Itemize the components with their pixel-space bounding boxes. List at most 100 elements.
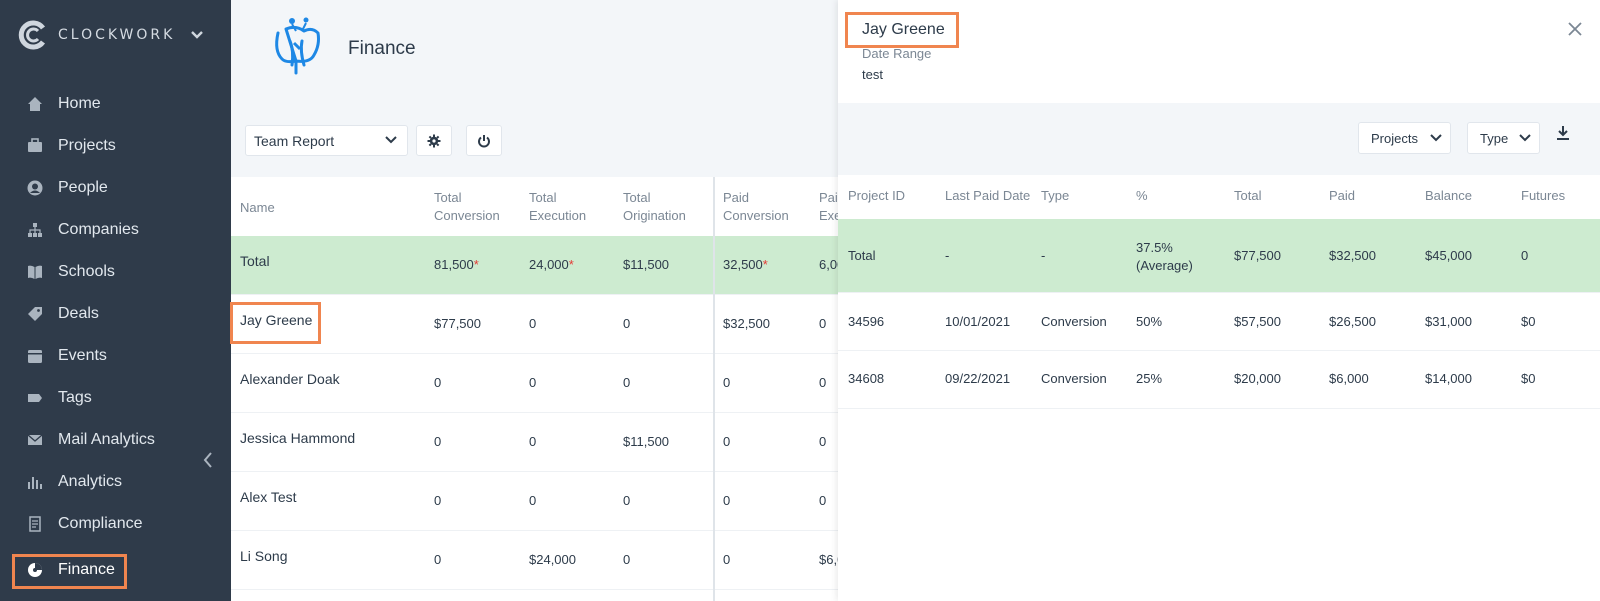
- sidebar-item-label: Companies: [58, 221, 139, 238]
- chevron-down-icon[interactable]: [190, 30, 204, 40]
- cell-total-conversion: 0: [434, 434, 442, 449]
- required-asterisk: *: [568, 257, 574, 272]
- column-header-name[interactable]: Name: [240, 200, 275, 215]
- sidebar-item-finance[interactable]: Finance: [26, 561, 115, 579]
- cell-total-origination: 0: [623, 316, 631, 331]
- column-header-balance[interactable]: Balance: [1425, 188, 1472, 203]
- cell-last-paid-date: 09/22/2021: [945, 371, 1011, 386]
- cell-total: $57,500: [1234, 314, 1281, 329]
- cell-value: 81,500: [434, 257, 474, 272]
- chevron-down-icon: [385, 136, 397, 144]
- cell-percent: 25%: [1136, 371, 1163, 386]
- cell-total-conversion: 0: [434, 552, 442, 567]
- report-type-select[interactable]: Team Report: [245, 125, 408, 156]
- clockwork-logo-icon: [18, 20, 46, 50]
- cell-total-execution: $24,000: [529, 552, 576, 567]
- type-filter[interactable]: Type: [1467, 122, 1540, 154]
- percent-value: 37.5%: [1136, 240, 1173, 255]
- sidebar-item-tags[interactable]: Tags: [26, 389, 92, 407]
- sidebar-item-analytics[interactable]: Analytics: [26, 473, 122, 491]
- elephant-logo-icon: [275, 17, 320, 75]
- table-row[interactable]: Alex Test 0 0 0 0 0: [231, 472, 838, 531]
- close-icon[interactable]: [1568, 22, 1582, 36]
- sidebar-item-label: Events: [58, 347, 107, 364]
- column-header-paid-conversion[interactable]: Paid Conversion: [723, 190, 789, 223]
- cell-paid-execution: 0: [819, 375, 827, 390]
- column-header-total-execution[interactable]: Total Execution: [529, 190, 587, 223]
- document-icon: [26, 515, 44, 533]
- column-header-paid[interactable]: Paid: [1329, 188, 1356, 203]
- sidebar-item-home[interactable]: Home: [26, 95, 101, 113]
- table-row[interactable]: Jay Greene $77,500 0 0 $32,500 0: [231, 295, 838, 354]
- row-name[interactable]: Jay Greene: [240, 312, 313, 328]
- cell-paid-conversion: 32,500*: [723, 257, 768, 272]
- sidebar-item-deals[interactable]: Deals: [26, 305, 99, 323]
- column-header-project-id[interactable]: Project ID: [848, 188, 906, 203]
- frozen-column-divider: [713, 177, 715, 601]
- panel-row-total: Total - - 37.5% (Average) $77,500 $32,500…: [838, 219, 1600, 293]
- type-filter-label: Type: [1480, 130, 1509, 146]
- download-icon[interactable]: [1556, 125, 1570, 141]
- table-row[interactable]: Jessica Hammond 0 0 $11,500 0 0: [231, 413, 838, 472]
- gear-icon: [427, 134, 441, 147]
- refresh-button[interactable]: [466, 125, 502, 156]
- row-name[interactable]: Alex Test: [240, 489, 297, 505]
- sidebar-item-label: Home: [58, 95, 101, 112]
- column-header-total-conversion[interactable]: Total Conversion: [434, 190, 500, 223]
- cell-futures: $0: [1521, 371, 1536, 386]
- cell-paid: $6,000: [1329, 371, 1369, 386]
- table-row[interactable]: Alexander Doak 0 0 0 0 0: [231, 354, 838, 413]
- cell-project-id[interactable]: 34596: [848, 314, 885, 329]
- briefcase-icon: [26, 137, 44, 155]
- person-icon: [26, 179, 44, 197]
- cell-value: 32,500: [723, 257, 763, 272]
- sidebar-item-label: Finance: [58, 561, 115, 578]
- sidebar-item-projects[interactable]: Projects: [26, 137, 116, 155]
- sidebar-item-schools[interactable]: Schools: [26, 263, 115, 281]
- settings-button[interactable]: [416, 125, 452, 156]
- sidebar-item-compliance[interactable]: Compliance: [26, 515, 142, 533]
- row-name[interactable]: Alexander Doak: [240, 371, 340, 387]
- jay-greene-highlight-box: [230, 302, 321, 344]
- sidebar-item-events[interactable]: Events: [26, 347, 107, 365]
- column-header-type[interactable]: Type: [1041, 188, 1070, 203]
- column-header-total-origination[interactable]: Total Origination: [623, 190, 686, 223]
- table-row-total: Total 81,500* 24,000* $11,500 32,500* 6,…: [231, 236, 838, 295]
- cell-project-id[interactable]: 34608: [848, 371, 885, 386]
- sidebar-item-label: Analytics: [58, 473, 123, 490]
- sidebar-item-companies[interactable]: Companies: [26, 221, 139, 239]
- column-header-last-paid-date[interactable]: Last Paid Date: [945, 188, 1031, 203]
- cell-paid-execution: 0: [819, 493, 827, 508]
- row-name[interactable]: Jessica Hammond: [240, 430, 356, 446]
- cell-balance: $45,000: [1425, 248, 1472, 263]
- table-row[interactable]: 34596 10/01/2021 Conversion 50% $57,500 …: [838, 293, 1600, 351]
- table-row[interactable]: 34608 09/22/2021 Conversion 25% $20,000 …: [838, 351, 1600, 409]
- cell-total: $20,000: [1234, 371, 1281, 386]
- cell-project-id: Total: [848, 248, 876, 263]
- date-range-value: test: [862, 67, 883, 82]
- required-asterisk: *: [762, 257, 768, 272]
- brand[interactable]: CLOCKWORK: [18, 20, 175, 50]
- column-header-percent[interactable]: %: [1136, 188, 1148, 203]
- projects-filter[interactable]: Projects: [1358, 122, 1451, 154]
- sidebar-item-label: Schools: [58, 263, 115, 280]
- sidebar-item-people[interactable]: People: [26, 179, 108, 197]
- cell-total-conversion: 0: [434, 493, 442, 508]
- column-header-total[interactable]: Total: [1234, 188, 1262, 203]
- sidebar-item-mail-analytics[interactable]: Mail Analytics: [26, 431, 155, 449]
- column-header-paid-execution[interactable]: Paid Exe: [819, 190, 838, 223]
- page-header: Finance Team Report: [231, 0, 838, 177]
- report-select-value: Team Report: [254, 132, 335, 149]
- row-name[interactable]: Li Song: [240, 548, 288, 564]
- label-icon: [26, 389, 44, 407]
- cell-total-conversion: $77,500: [434, 316, 481, 331]
- calendar-icon: [26, 347, 44, 365]
- cell-total-execution: 0: [529, 493, 537, 508]
- chevron-left-icon[interactable]: [202, 451, 214, 469]
- column-header-futures[interactable]: Futures: [1521, 188, 1566, 203]
- sidebar-item-label: People: [58, 179, 108, 196]
- table-row[interactable]: Li Song 0 $24,000 0 0 $6,0: [231, 531, 838, 590]
- brand-name: CLOCKWORK: [58, 27, 176, 43]
- cell-paid-conversion: 0: [723, 552, 731, 567]
- row-name: Total: [240, 253, 270, 269]
